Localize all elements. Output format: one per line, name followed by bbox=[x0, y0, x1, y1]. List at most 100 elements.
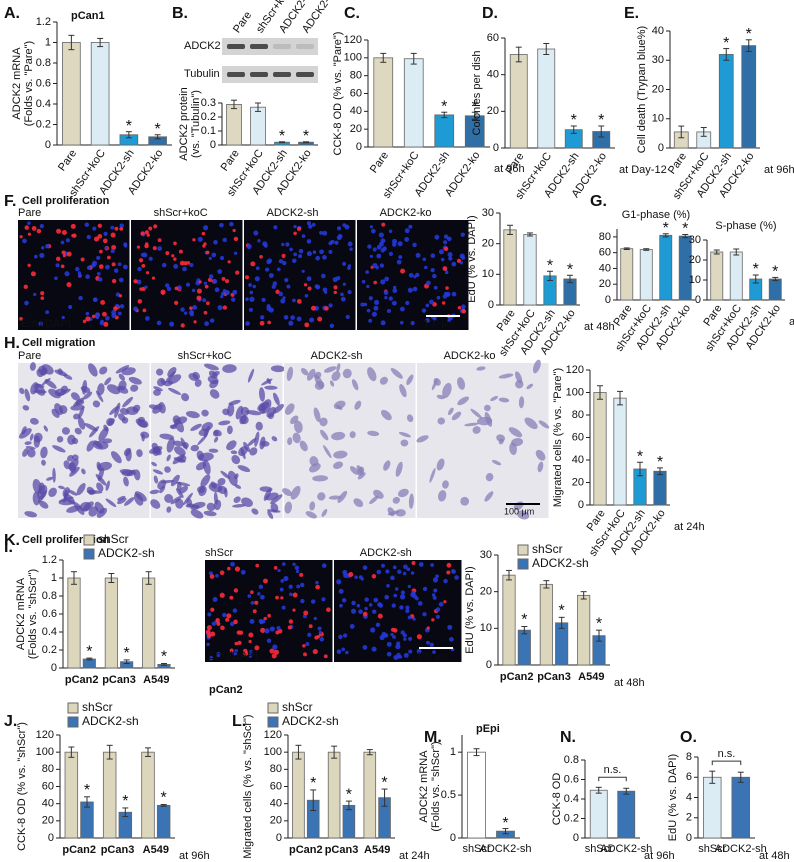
nucleus bbox=[313, 616, 317, 621]
nucleus bbox=[369, 225, 373, 229]
cell bbox=[241, 497, 253, 507]
error-bar bbox=[623, 247, 630, 251]
y-tick-label: 80 bbox=[572, 409, 584, 421]
nucleus bbox=[216, 621, 221, 626]
nucleus bbox=[22, 238, 27, 244]
nucleus bbox=[27, 263, 31, 267]
nucleus bbox=[269, 626, 275, 632]
nucleus bbox=[443, 600, 447, 604]
blot-band bbox=[227, 72, 245, 77]
nucleus bbox=[249, 290, 254, 295]
cell bbox=[379, 376, 388, 385]
significance: * bbox=[521, 612, 527, 629]
nucleus bbox=[369, 254, 374, 258]
cell bbox=[169, 424, 177, 430]
nucleus bbox=[193, 320, 197, 324]
nucleus bbox=[240, 569, 246, 575]
bar bbox=[539, 583, 553, 666]
y-tick-label: 30 bbox=[689, 234, 701, 246]
nucleus bbox=[408, 224, 413, 229]
cell bbox=[305, 511, 317, 519]
cell bbox=[290, 415, 299, 425]
nucleus bbox=[397, 241, 403, 247]
cell bbox=[270, 494, 283, 505]
cell bbox=[381, 409, 392, 421]
x-tick-label: ADCK2-sh bbox=[715, 843, 767, 855]
nucleus bbox=[203, 225, 209, 231]
nucleus bbox=[376, 253, 382, 259]
bar bbox=[250, 106, 266, 146]
bar bbox=[613, 397, 627, 506]
nucleus bbox=[253, 230, 259, 236]
nucleus bbox=[68, 304, 73, 310]
cell bbox=[538, 420, 550, 429]
nucleus bbox=[151, 276, 156, 280]
cell bbox=[83, 391, 93, 400]
nucleus bbox=[308, 624, 313, 629]
y-tick-label: 0.1 bbox=[201, 125, 216, 137]
nucleus bbox=[336, 226, 342, 231]
cell bbox=[437, 417, 446, 425]
cell bbox=[137, 416, 145, 423]
nucleus bbox=[262, 578, 268, 584]
nucleus bbox=[404, 237, 410, 242]
nucleus bbox=[368, 296, 373, 301]
cell bbox=[272, 403, 284, 414]
nucleus bbox=[119, 223, 124, 228]
nucleus bbox=[288, 320, 294, 326]
significance: * bbox=[567, 261, 573, 278]
cell bbox=[218, 420, 231, 426]
x-tick-label: pCan3 bbox=[101, 844, 135, 856]
nucleus bbox=[330, 239, 335, 244]
cell bbox=[81, 379, 88, 395]
cell bbox=[442, 382, 452, 399]
nucleus bbox=[422, 257, 427, 262]
error-bar bbox=[279, 141, 285, 144]
nucleus bbox=[317, 316, 323, 322]
nucleus bbox=[266, 304, 271, 309]
nucleus bbox=[111, 262, 116, 267]
nucleus bbox=[39, 252, 45, 259]
cell bbox=[105, 498, 117, 508]
nucleus bbox=[96, 272, 101, 276]
nucleus bbox=[211, 252, 217, 258]
image-label: shScr+koC bbox=[154, 207, 208, 219]
cell bbox=[210, 481, 217, 489]
nucleus bbox=[182, 266, 187, 272]
cell bbox=[442, 480, 449, 489]
nucleus bbox=[234, 649, 238, 653]
cell bbox=[437, 490, 447, 502]
y-tick-label: 30 bbox=[652, 54, 664, 66]
significance: * bbox=[723, 35, 729, 52]
error-bar bbox=[154, 134, 161, 140]
nucleus bbox=[145, 316, 150, 321]
error-bar bbox=[595, 629, 602, 642]
note: at 48h bbox=[584, 321, 615, 333]
legend-swatch bbox=[517, 558, 529, 570]
cell bbox=[217, 477, 226, 486]
nucleus bbox=[156, 320, 162, 326]
nucleus bbox=[206, 642, 210, 647]
y-tick-label: 20 bbox=[350, 123, 362, 135]
cell bbox=[290, 485, 301, 500]
y-tick-label: 0.8 bbox=[42, 590, 57, 602]
x-tick-label: pCan3 bbox=[325, 844, 359, 856]
cell bbox=[331, 371, 341, 381]
cell bbox=[36, 368, 44, 378]
nucleus bbox=[281, 242, 285, 247]
nucleus bbox=[375, 265, 379, 270]
nucleus bbox=[342, 261, 347, 266]
nucleus bbox=[102, 238, 108, 244]
x-tick-label: A549 bbox=[578, 671, 604, 683]
nucleus bbox=[273, 225, 278, 230]
nucleus bbox=[407, 287, 413, 293]
error-bar bbox=[595, 786, 602, 794]
cell bbox=[204, 363, 219, 371]
nucleus bbox=[303, 283, 308, 287]
nucleus bbox=[397, 569, 402, 575]
cell bbox=[524, 417, 538, 430]
panel-letter: D. bbox=[482, 5, 498, 22]
nucleus bbox=[221, 612, 227, 618]
y-tick-label: 0 bbox=[695, 294, 701, 306]
y-tick-label: 40 bbox=[42, 798, 54, 810]
